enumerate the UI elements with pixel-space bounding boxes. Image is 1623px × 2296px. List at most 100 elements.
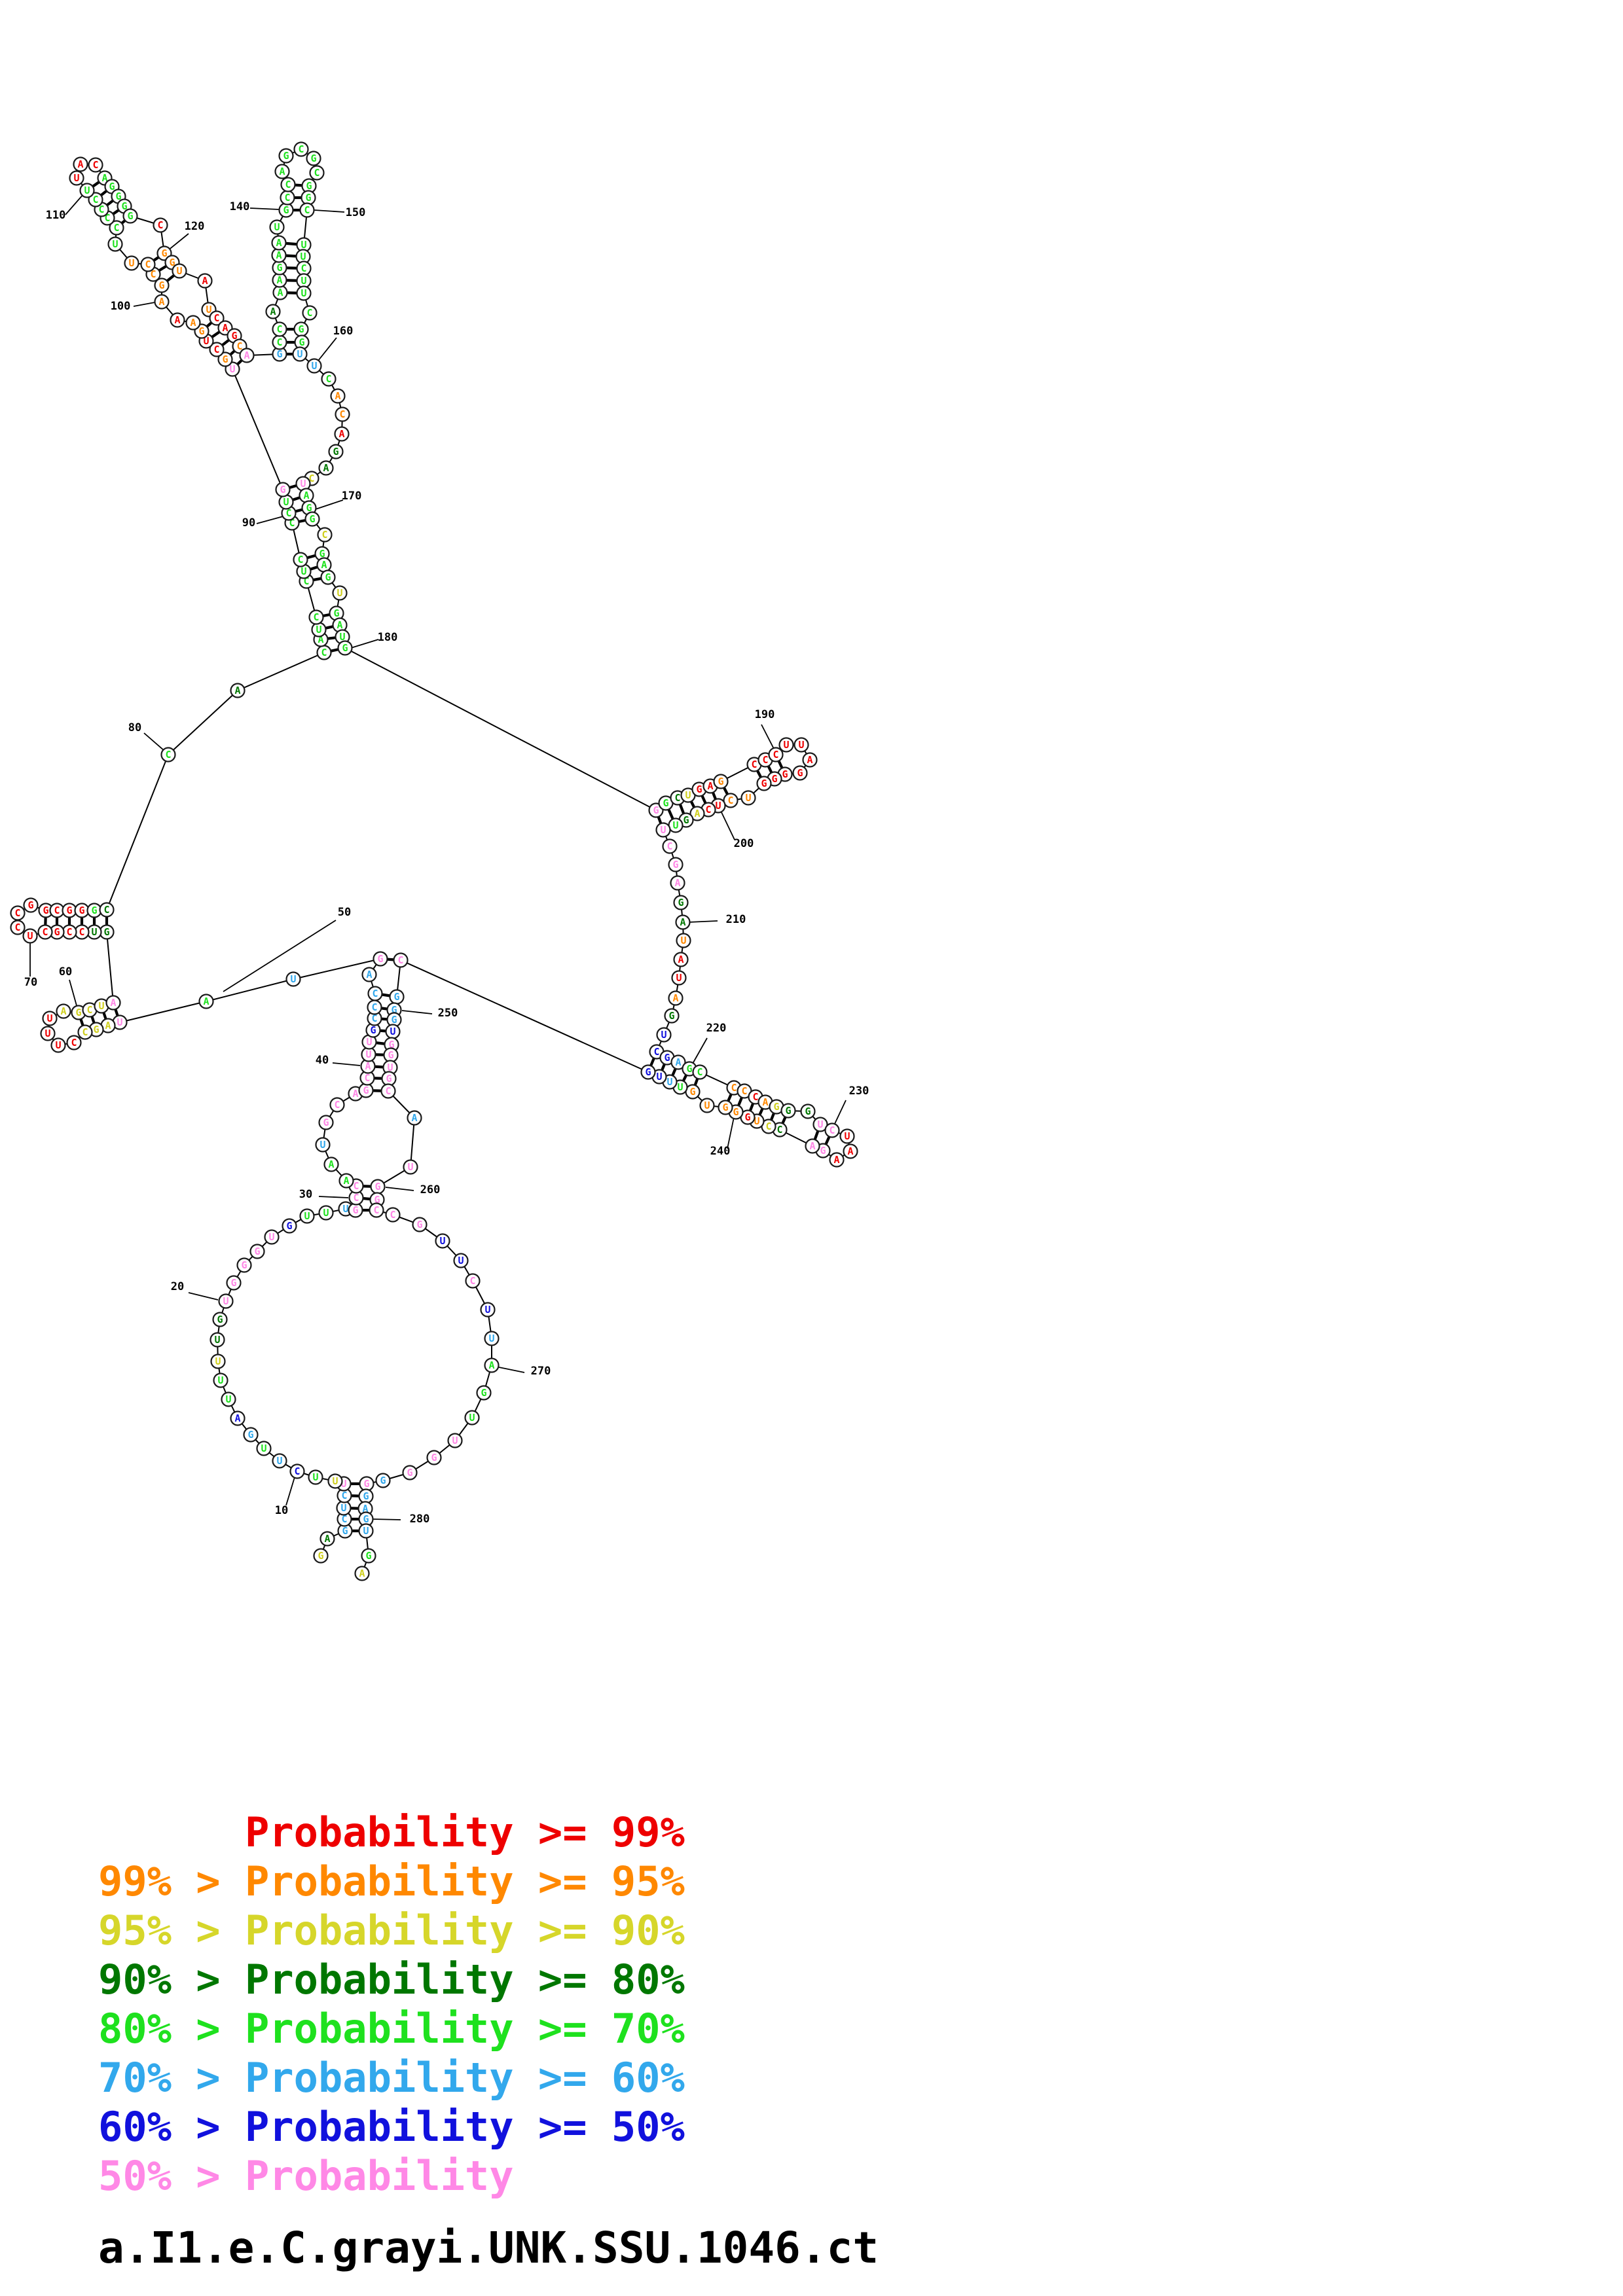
nucleotide-node <box>271 235 287 251</box>
nucleotide-letter: G <box>75 1007 81 1018</box>
legend-item-95-99: 99% > Probability >= 95% <box>98 1857 685 1905</box>
nucleotide-letter: G <box>310 152 316 164</box>
nucleotide-letter: A <box>158 296 164 308</box>
nucleotide-letter: C <box>674 792 680 804</box>
nucleotide-node <box>327 1473 343 1489</box>
nucleotide-node <box>465 1273 481 1289</box>
nucleotide-node <box>332 585 348 601</box>
nucleotide-node <box>99 902 115 918</box>
nucleotide-letter: G <box>388 1039 394 1050</box>
nucleotide-node <box>210 1354 226 1369</box>
position-label-pointer <box>256 515 286 524</box>
nucleotide-node <box>662 838 678 854</box>
nucleotide-letter: G <box>771 773 777 785</box>
nucleotide-letter: G <box>391 1014 397 1026</box>
nucleotide-letter: G <box>127 210 133 222</box>
nucleotide-letter: U <box>98 1000 104 1012</box>
position-label-pointer <box>688 920 718 923</box>
nucleotide-node <box>213 1372 228 1388</box>
nucleotide-node <box>306 151 321 166</box>
nucleotide-node <box>321 371 337 387</box>
nucleotide-node <box>22 928 38 944</box>
nucleotide-node <box>829 1152 845 1168</box>
nucleotide-letter: U <box>452 1435 458 1446</box>
nucleotide-node <box>328 444 344 459</box>
nucleotide-letter: G <box>761 778 767 789</box>
nucleotide-letter: G <box>722 1102 728 1113</box>
nucleotide-letter: C <box>14 907 20 919</box>
nucleotide-node <box>50 1037 66 1053</box>
nucleotide-letter: U <box>117 1016 122 1028</box>
position-label-pointer <box>727 1117 735 1149</box>
nucleotide-letter: U <box>745 792 751 804</box>
nucleotide-node <box>476 1385 492 1401</box>
position-label-pointer <box>318 337 337 361</box>
nucleotide-letter: G <box>342 1525 348 1537</box>
nucleotide-letter: G <box>333 446 338 457</box>
position-label-pointer <box>69 979 78 1009</box>
nucleotide-letter: A <box>809 1140 815 1152</box>
nucleotide-node <box>172 263 187 279</box>
nucleotide-letter: U <box>390 1026 395 1037</box>
nucleotide-letter: A <box>488 1359 494 1371</box>
position-label-pointer <box>385 1187 414 1191</box>
nucleotide-letter: U <box>112 238 118 250</box>
nucleotide-node <box>805 1138 820 1154</box>
nucleotide-node <box>170 312 185 328</box>
nucleotide-letter: G <box>718 776 723 787</box>
nucleotide-node <box>73 156 88 172</box>
nucleotide-letter: U <box>783 739 789 751</box>
nucleotide-letter: U <box>366 1036 372 1048</box>
nucleotide-letter: G <box>299 336 304 348</box>
position-label-pointer <box>371 1518 401 1520</box>
nucleotide-node <box>317 527 333 543</box>
nucleotide-letter: C <box>113 222 119 234</box>
nucleotide-letter: C <box>313 611 319 623</box>
nucleotide-letter: A <box>674 877 680 889</box>
position-label-pointer <box>332 1062 361 1066</box>
position-label: 60 <box>59 965 72 978</box>
nucleotide-letter: C <box>284 192 290 204</box>
position-label: 160 <box>333 325 354 338</box>
nucleotide-node <box>236 1257 252 1273</box>
nucleotide-letter: C <box>308 473 314 484</box>
nucleotide-node <box>673 895 689 910</box>
nucleotide-node <box>154 294 170 310</box>
nucleotide-node <box>56 1003 71 1019</box>
nucleotide-letter: A <box>303 490 309 501</box>
nucleotide-node <box>243 1427 259 1443</box>
nucleotide-letter: U <box>704 1100 710 1111</box>
nucleotide-node <box>756 776 772 791</box>
position-label-pointer <box>350 639 379 649</box>
nucleotide-node <box>329 1097 345 1113</box>
nucleotide-letter: A <box>277 287 283 298</box>
nucleotide-letter: G <box>363 1490 369 1502</box>
nucleotide-node <box>699 1098 715 1113</box>
position-label: 270 <box>531 1365 551 1378</box>
nucleotide-letter: A <box>276 274 282 286</box>
nucleotide-letter: C <box>165 749 171 761</box>
nucleotide-letter: U <box>715 800 721 812</box>
nucleotide-node <box>670 875 685 891</box>
nucleotide-letter: U <box>46 1013 52 1024</box>
position-label-pointer <box>318 1196 349 1198</box>
nucleotide-letter: G <box>374 1194 380 1206</box>
nucleotide-letter: U <box>660 824 666 836</box>
nucleotide-node <box>285 971 301 987</box>
nucleotide-node <box>335 406 350 422</box>
nucleotide-letter: G <box>283 150 289 162</box>
nucleotide-letter: A <box>352 1088 358 1100</box>
nucleotide-letter: U <box>215 1355 221 1367</box>
nucleotide-node <box>369 1202 384 1218</box>
nucleotide-letter: U <box>301 287 306 299</box>
nucleotide-letter: C <box>353 1192 359 1204</box>
nucleotide-letter: C <box>314 167 319 179</box>
nucleotide-node <box>778 737 794 753</box>
backbone-segment <box>106 931 114 1003</box>
nucleotide-node <box>318 1115 334 1130</box>
nucleotide-node <box>453 1253 469 1268</box>
backbone-segment <box>119 1001 207 1023</box>
nucleotide-letter: A <box>276 249 282 261</box>
position-label-pointer <box>143 732 165 751</box>
nucleotide-node <box>293 141 309 157</box>
